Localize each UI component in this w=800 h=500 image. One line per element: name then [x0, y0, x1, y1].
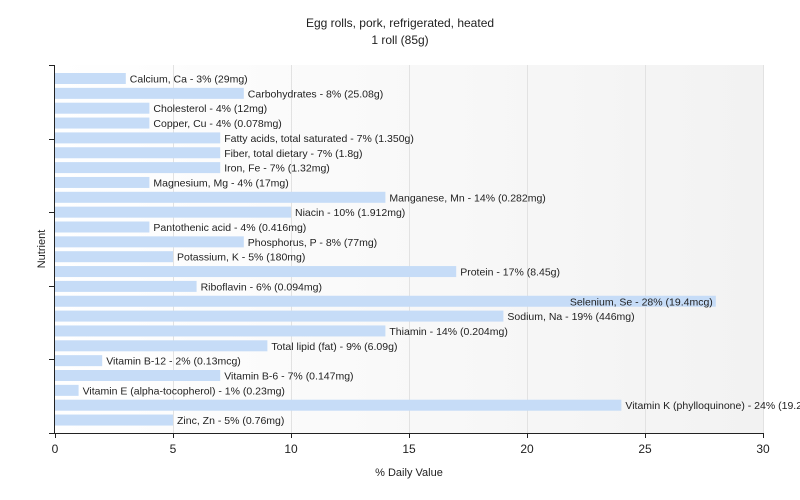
bar [55, 251, 173, 263]
bar [55, 310, 504, 322]
bar [55, 102, 150, 114]
bar-data-label: Thiamin - 14% (0.204mg) [389, 326, 507, 338]
bar-data-label: Selenium, Se - 28% (19.4mcg) [570, 296, 713, 308]
bar [55, 176, 150, 188]
bar-data-label: Pantothenic acid - 4% (0.416mg) [153, 222, 306, 234]
bars: Calcium, Ca - 3% (29mg)Carbohydrates - 8… [55, 73, 800, 427]
bar-data-label: Copper, Cu - 4% (0.078mg) [153, 118, 281, 130]
x-tick-label: 20 [520, 442, 534, 456]
bar-data-label: Vitamin B-6 - 7% (0.147mg) [224, 371, 353, 383]
bar-data-label: Zinc, Zn - 5% (0.76mg) [177, 415, 284, 427]
x-ticks: 0 5 10 15 20 25 30 [52, 433, 770, 456]
x-tick-label: 0 [52, 442, 59, 456]
bar [55, 87, 244, 99]
bar-data-label: Protein - 17% (8.45g) [460, 267, 560, 279]
axes [54, 65, 763, 434]
bar [55, 162, 221, 174]
bar-data-label: Vitamin B-12 - 2% (0.13mcg) [106, 356, 241, 368]
x-tick-label: 10 [284, 442, 298, 456]
bar [55, 266, 457, 278]
bar [55, 191, 386, 203]
bar-data-label: Magnesium, Mg - 4% (17mg) [153, 177, 288, 189]
bar-data-label: Carbohydrates - 8% (25.08g) [248, 88, 383, 100]
bar [55, 414, 173, 426]
bar-data-label: Calcium, Ca - 3% (29mg) [130, 74, 248, 86]
bar-data-label: Fiber, total dietary - 7% (1.8g) [224, 148, 362, 160]
bar-data-label: Fatty acids, total saturated - 7% (1.350… [224, 133, 414, 145]
bar-data-label: Total lipid (fat) - 9% (6.09g) [271, 341, 397, 353]
bar-data-label: Niacin - 10% (1.912mg) [295, 207, 405, 219]
bar [55, 221, 150, 233]
bar [55, 117, 150, 129]
bar-data-label: Phosphorus, P - 8% (77mg) [248, 237, 377, 249]
bar [55, 206, 291, 218]
bar [55, 295, 716, 307]
bar [55, 280, 197, 292]
bar [55, 399, 622, 411]
bar [55, 355, 103, 367]
x-tick-label: 5 [170, 442, 177, 456]
y-axis-label: Nutrient [36, 230, 48, 269]
x-axis-label: % Daily Value [375, 467, 443, 479]
bar [55, 325, 386, 337]
bar [55, 236, 244, 248]
bar [55, 73, 126, 84]
bar-data-label: Cholesterol - 4% (12mg) [153, 103, 267, 115]
bar-data-label: Iron, Fe - 7% (1.32mg) [224, 163, 330, 175]
bar-data-label: Manganese, Mn - 14% (0.282mg) [389, 192, 545, 204]
chart-title: Egg rolls, pork, refrigerated, heated [306, 16, 494, 30]
y-ticks [49, 65, 55, 434]
gridlines [173, 65, 764, 433]
bar [55, 147, 221, 159]
x-tick-label: 25 [638, 442, 652, 456]
bar [55, 340, 268, 352]
x-tick-label: 30 [756, 442, 770, 456]
bar [55, 132, 221, 144]
bar [55, 370, 221, 381]
bar-data-label: Riboflavin - 6% (0.094mg) [201, 281, 322, 293]
bar-data-label: Vitamin E (alpha-tocopherol) - 1% (0.23m… [83, 385, 285, 397]
chart-subtitle: 1 roll (85g) [371, 33, 428, 47]
bar-data-label: Vitamin K (phylloquinone) - 24% (19.2mcg… [625, 400, 800, 412]
bar [55, 384, 79, 396]
x-tick-label: 15 [402, 442, 416, 456]
bar-data-label: Sodium, Na - 19% (446mg) [507, 311, 634, 323]
bar-data-label: Potassium, K - 5% (180mg) [177, 252, 305, 264]
